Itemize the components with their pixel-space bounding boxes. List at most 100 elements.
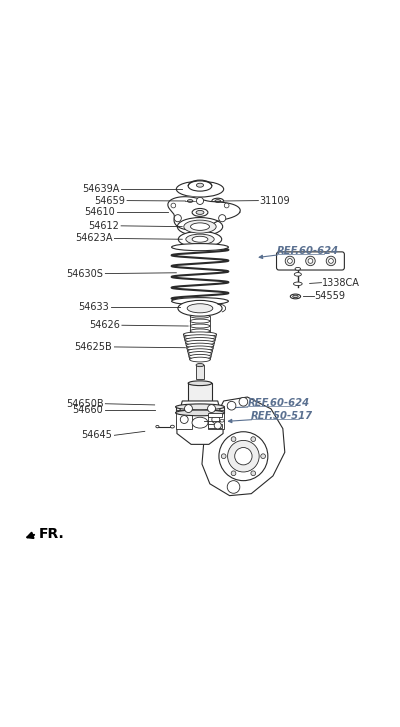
Ellipse shape bbox=[185, 337, 215, 342]
Circle shape bbox=[180, 416, 188, 423]
Ellipse shape bbox=[192, 209, 208, 217]
Ellipse shape bbox=[290, 294, 300, 299]
Circle shape bbox=[231, 437, 236, 441]
Ellipse shape bbox=[188, 349, 212, 353]
Circle shape bbox=[251, 437, 256, 441]
Text: FR.: FR. bbox=[38, 527, 64, 541]
Text: 54639A: 54639A bbox=[82, 184, 119, 194]
Circle shape bbox=[308, 259, 313, 263]
Ellipse shape bbox=[190, 357, 210, 362]
Text: REF.50-517: REF.50-517 bbox=[251, 411, 314, 420]
Circle shape bbox=[224, 203, 229, 208]
Text: 54612: 54612 bbox=[88, 221, 119, 231]
Ellipse shape bbox=[156, 425, 159, 427]
Circle shape bbox=[285, 256, 295, 265]
Circle shape bbox=[208, 405, 216, 412]
Ellipse shape bbox=[215, 200, 220, 202]
Ellipse shape bbox=[188, 181, 212, 191]
Circle shape bbox=[221, 454, 226, 459]
Ellipse shape bbox=[190, 324, 210, 328]
Ellipse shape bbox=[177, 217, 223, 236]
Ellipse shape bbox=[196, 210, 204, 214]
Circle shape bbox=[328, 259, 333, 263]
Circle shape bbox=[214, 422, 221, 429]
Ellipse shape bbox=[176, 404, 224, 410]
Ellipse shape bbox=[220, 419, 224, 422]
Circle shape bbox=[306, 256, 315, 265]
Polygon shape bbox=[184, 334, 216, 360]
Bar bbox=[176, 407, 224, 413]
Ellipse shape bbox=[184, 332, 216, 337]
Ellipse shape bbox=[172, 297, 228, 305]
Circle shape bbox=[227, 481, 240, 494]
FancyBboxPatch shape bbox=[276, 252, 344, 270]
Ellipse shape bbox=[186, 234, 214, 244]
Ellipse shape bbox=[212, 198, 224, 204]
Ellipse shape bbox=[176, 181, 224, 197]
Circle shape bbox=[235, 448, 252, 465]
Ellipse shape bbox=[294, 282, 302, 286]
Text: 54625B: 54625B bbox=[75, 342, 112, 352]
Polygon shape bbox=[177, 401, 223, 444]
Ellipse shape bbox=[196, 364, 204, 366]
Ellipse shape bbox=[295, 268, 300, 270]
Circle shape bbox=[261, 454, 266, 459]
Ellipse shape bbox=[196, 183, 204, 187]
Ellipse shape bbox=[186, 340, 214, 345]
Ellipse shape bbox=[184, 334, 216, 340]
Bar bbox=[208, 413, 222, 417]
Ellipse shape bbox=[170, 425, 174, 428]
Ellipse shape bbox=[190, 223, 210, 230]
Bar bbox=[176, 409, 192, 430]
Ellipse shape bbox=[184, 220, 216, 233]
Circle shape bbox=[288, 259, 292, 263]
Text: 54645: 54645 bbox=[82, 430, 112, 441]
Ellipse shape bbox=[187, 304, 213, 313]
Text: 31109: 31109 bbox=[259, 196, 290, 206]
Circle shape bbox=[171, 203, 176, 208]
Text: 54660: 54660 bbox=[73, 405, 103, 415]
Circle shape bbox=[219, 214, 226, 222]
Ellipse shape bbox=[188, 404, 212, 409]
Bar bbox=[188, 383, 212, 407]
Text: 54659: 54659 bbox=[94, 196, 125, 206]
Text: 54623A: 54623A bbox=[75, 233, 112, 244]
Polygon shape bbox=[202, 397, 285, 496]
Circle shape bbox=[198, 224, 202, 228]
Circle shape bbox=[174, 214, 181, 222]
Polygon shape bbox=[168, 197, 240, 230]
Ellipse shape bbox=[294, 273, 301, 276]
Ellipse shape bbox=[188, 381, 212, 385]
Bar bbox=[190, 316, 210, 336]
Circle shape bbox=[251, 471, 256, 475]
Text: 54559: 54559 bbox=[314, 291, 345, 301]
Ellipse shape bbox=[186, 343, 214, 348]
Ellipse shape bbox=[178, 300, 222, 316]
Ellipse shape bbox=[192, 417, 208, 428]
Circle shape bbox=[219, 432, 268, 481]
Bar bbox=[196, 365, 204, 379]
Text: 54626: 54626 bbox=[90, 320, 120, 330]
Ellipse shape bbox=[190, 329, 210, 333]
Ellipse shape bbox=[192, 236, 208, 242]
Text: 54650B: 54650B bbox=[66, 398, 103, 409]
Text: 1338CA: 1338CA bbox=[322, 278, 360, 288]
Ellipse shape bbox=[188, 352, 212, 356]
Text: 54630S: 54630S bbox=[66, 268, 103, 278]
Ellipse shape bbox=[184, 198, 196, 204]
Ellipse shape bbox=[187, 200, 193, 202]
Ellipse shape bbox=[187, 346, 213, 350]
Ellipse shape bbox=[189, 354, 211, 359]
Circle shape bbox=[196, 197, 204, 204]
Ellipse shape bbox=[190, 319, 210, 323]
Circle shape bbox=[326, 256, 336, 265]
Circle shape bbox=[228, 441, 259, 472]
Text: REF.60-624: REF.60-624 bbox=[277, 246, 339, 256]
Bar bbox=[208, 409, 224, 430]
Ellipse shape bbox=[176, 410, 224, 416]
Circle shape bbox=[184, 405, 192, 412]
Text: 54633: 54633 bbox=[78, 302, 109, 313]
Circle shape bbox=[239, 398, 248, 406]
Ellipse shape bbox=[293, 295, 298, 297]
Ellipse shape bbox=[190, 314, 210, 318]
